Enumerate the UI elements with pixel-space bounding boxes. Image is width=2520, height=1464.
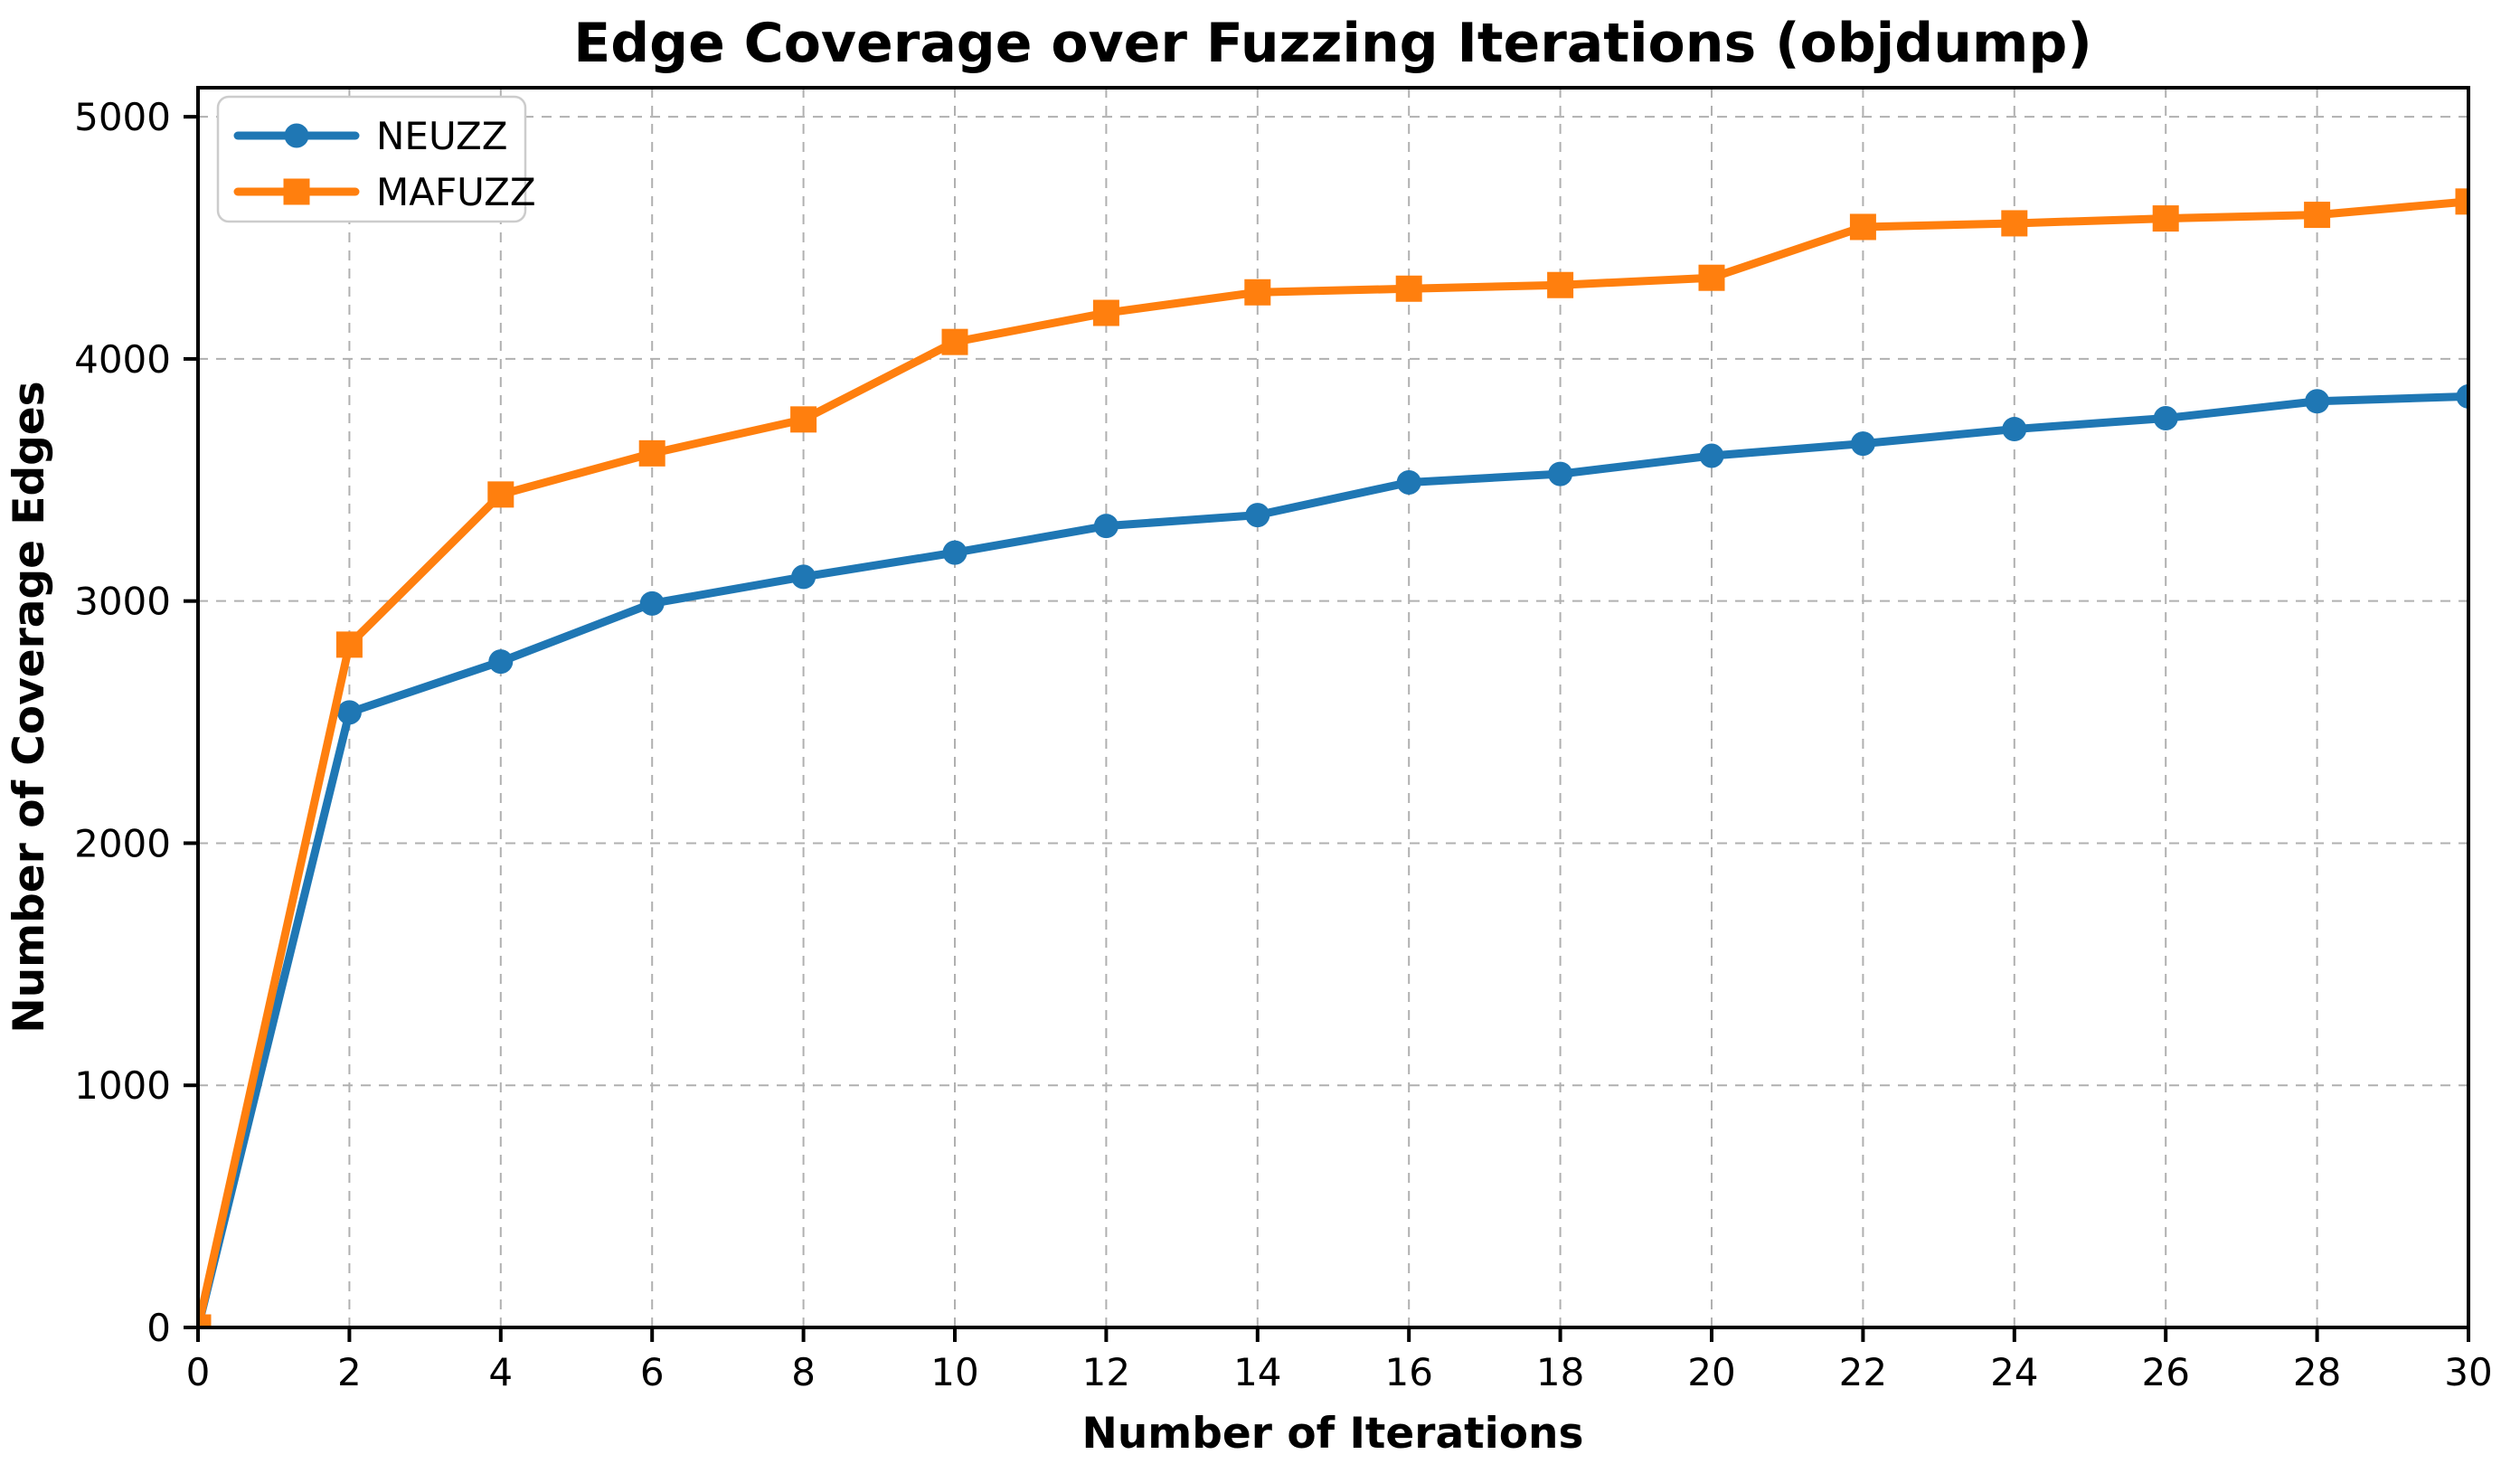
tick-labels: 0 2 4 6 8 10 12 14 16 18 20 22 24 26 28 300100020003000…: [74, 95, 2493, 1394]
square-marker: [198, 1314, 212, 1327]
x-tick-label: 0: [186, 1350, 211, 1394]
square-marker: [1092, 299, 1119, 326]
legend-item-neuzz: NEUZZ: [233, 114, 508, 158]
circle-marker: [639, 590, 665, 616]
circle-marker: [2002, 417, 2027, 442]
circle-marker: [1850, 431, 1875, 457]
square-marker: [2304, 202, 2331, 229]
legend-item-mafuzz: MAFUZZ: [233, 170, 536, 214]
x-tick-label: 20: [1687, 1350, 1735, 1394]
circle-marker: [1093, 514, 1118, 539]
square-marker: [1849, 213, 1876, 241]
x-tick-label: 10: [930, 1350, 978, 1394]
circle-marker: [2305, 389, 2330, 414]
y-tick-label: 0: [146, 1306, 171, 1350]
circle-marker: [336, 700, 362, 725]
square-marker: [1547, 271, 1574, 298]
y-tick-label: 1000: [74, 1063, 171, 1108]
x-tick-label: 4: [488, 1350, 513, 1394]
square-marker: [2001, 210, 2028, 237]
series-line: [198, 392, 2468, 1327]
circle-marker: [1396, 469, 1421, 495]
square-marker: [1698, 264, 1725, 291]
y-tick-label: 4000: [74, 337, 171, 382]
x-tick-label: 22: [1839, 1350, 1887, 1394]
circle-marker: [1699, 443, 1724, 468]
circle-marker: [284, 123, 309, 148]
y-axis-label: Number of Coverage Edges: [5, 381, 54, 1033]
square-marker: [1395, 275, 1422, 302]
square-marker: [2455, 188, 2468, 215]
square-marker: [790, 406, 817, 433]
x-tick-label: 16: [1384, 1350, 1432, 1394]
axes: [184, 86, 2470, 1342]
legend-label: MAFUZZ: [376, 170, 536, 214]
series-lines: [198, 188, 2468, 1327]
square-marker: [283, 178, 310, 205]
square-marker: [1244, 279, 1271, 306]
y-tick-label: 3000: [74, 580, 171, 624]
circle-marker: [942, 540, 967, 565]
circle-marker: [2456, 383, 2468, 409]
circle-marker: [488, 649, 514, 675]
x-tick-label: 6: [640, 1350, 665, 1394]
y-tick-label: 2000: [74, 821, 171, 865]
chart-title: Edge Coverage over Fuzzing Iterations (o…: [573, 12, 2092, 75]
legend-label: NEUZZ: [376, 114, 508, 158]
circle-marker: [1548, 461, 1573, 486]
x-tick-label: 2: [337, 1350, 362, 1394]
square-marker: [487, 481, 514, 508]
square-marker: [2152, 205, 2179, 232]
square-marker: [941, 328, 968, 355]
x-axis-label: Number of Iterations: [1082, 1409, 1584, 1459]
series-mafuzz: [198, 188, 2468, 1327]
x-tick-label: 8: [791, 1350, 816, 1394]
x-tick-label: 26: [2141, 1350, 2189, 1394]
circle-marker: [2153, 406, 2178, 431]
x-tick-label: 14: [1233, 1350, 1281, 1394]
circle-marker: [1245, 503, 1270, 528]
y-tick-label: 5000: [74, 95, 171, 139]
series-line: [198, 197, 2468, 1327]
x-tick-label: 18: [1536, 1350, 1584, 1394]
legend: NEUZZ MAFUZZ: [216, 95, 536, 223]
plot-border: [196, 86, 2470, 1329]
series-neuzz: [198, 383, 2468, 1327]
circle-marker: [791, 564, 816, 590]
square-marker: [638, 439, 665, 467]
x-tick-label: 30: [2444, 1350, 2492, 1394]
square-marker: [335, 631, 363, 658]
x-tick-label: 12: [1082, 1350, 1130, 1394]
x-tick-label: 28: [2293, 1350, 2341, 1394]
x-tick-label: 24: [1990, 1350, 2038, 1394]
